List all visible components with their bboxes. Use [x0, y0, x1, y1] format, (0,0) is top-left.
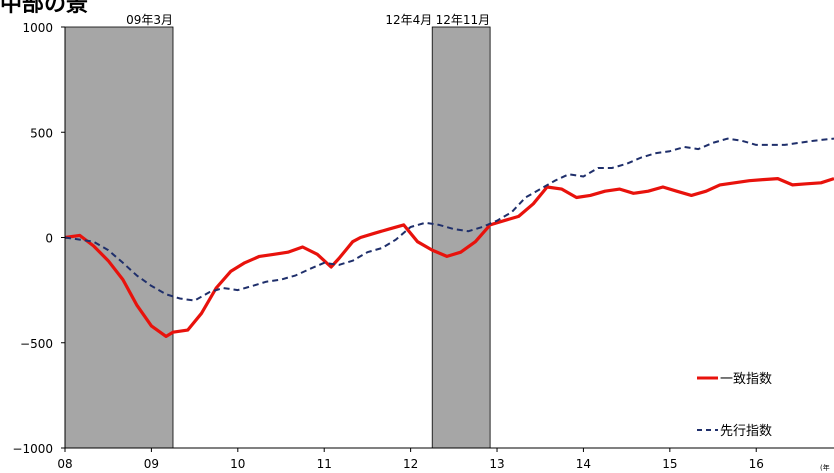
y-tick-label: 1000	[22, 21, 53, 35]
recession-band	[431, 26, 491, 449]
period-annotations: 09年3月 12年4月 12年11月	[126, 13, 490, 27]
y-tick-labels: −1000 −500 0 500 1000	[12, 21, 53, 456]
x-tick-label: 10	[230, 457, 245, 471]
y-tick-label: 0	[45, 232, 53, 246]
period-annotation: 09年3月	[126, 13, 173, 27]
x-tick-label: 16	[749, 457, 764, 471]
x-tick-label: 14	[576, 457, 591, 471]
legend: 一致指数 先行指数	[697, 372, 772, 439]
period-annotation: 12年11月	[436, 13, 491, 27]
recession-shading	[64, 26, 491, 449]
y-tick-label: 500	[30, 126, 53, 140]
x-tick-label: 08	[57, 457, 72, 471]
series-line-coincident	[64, 177, 834, 338]
x-tick-label: 09	[144, 457, 159, 471]
x-tick-label: 13	[489, 457, 504, 471]
series-lines	[64, 137, 834, 338]
y-tick-label: −1000	[12, 442, 53, 456]
x-tick-labels: 08 09 10 11 12 13 14 15 16	[57, 457, 764, 471]
legend-label-leading: 先行指数	[720, 424, 772, 439]
axes	[61, 26, 834, 452]
x-tick-label: 15	[662, 457, 677, 471]
series-line-leading	[64, 137, 834, 302]
period-annotation: 12年4月	[385, 13, 432, 27]
y-tick-label: −500	[20, 337, 53, 351]
x-tick-label: 11	[317, 457, 332, 471]
x-tick-label: 12	[403, 457, 418, 471]
x-axis-unit-note: (年	[820, 463, 830, 472]
chart-title: 中部の景	[0, 0, 88, 17]
legend-label-coincident: 一致指数	[720, 372, 772, 387]
